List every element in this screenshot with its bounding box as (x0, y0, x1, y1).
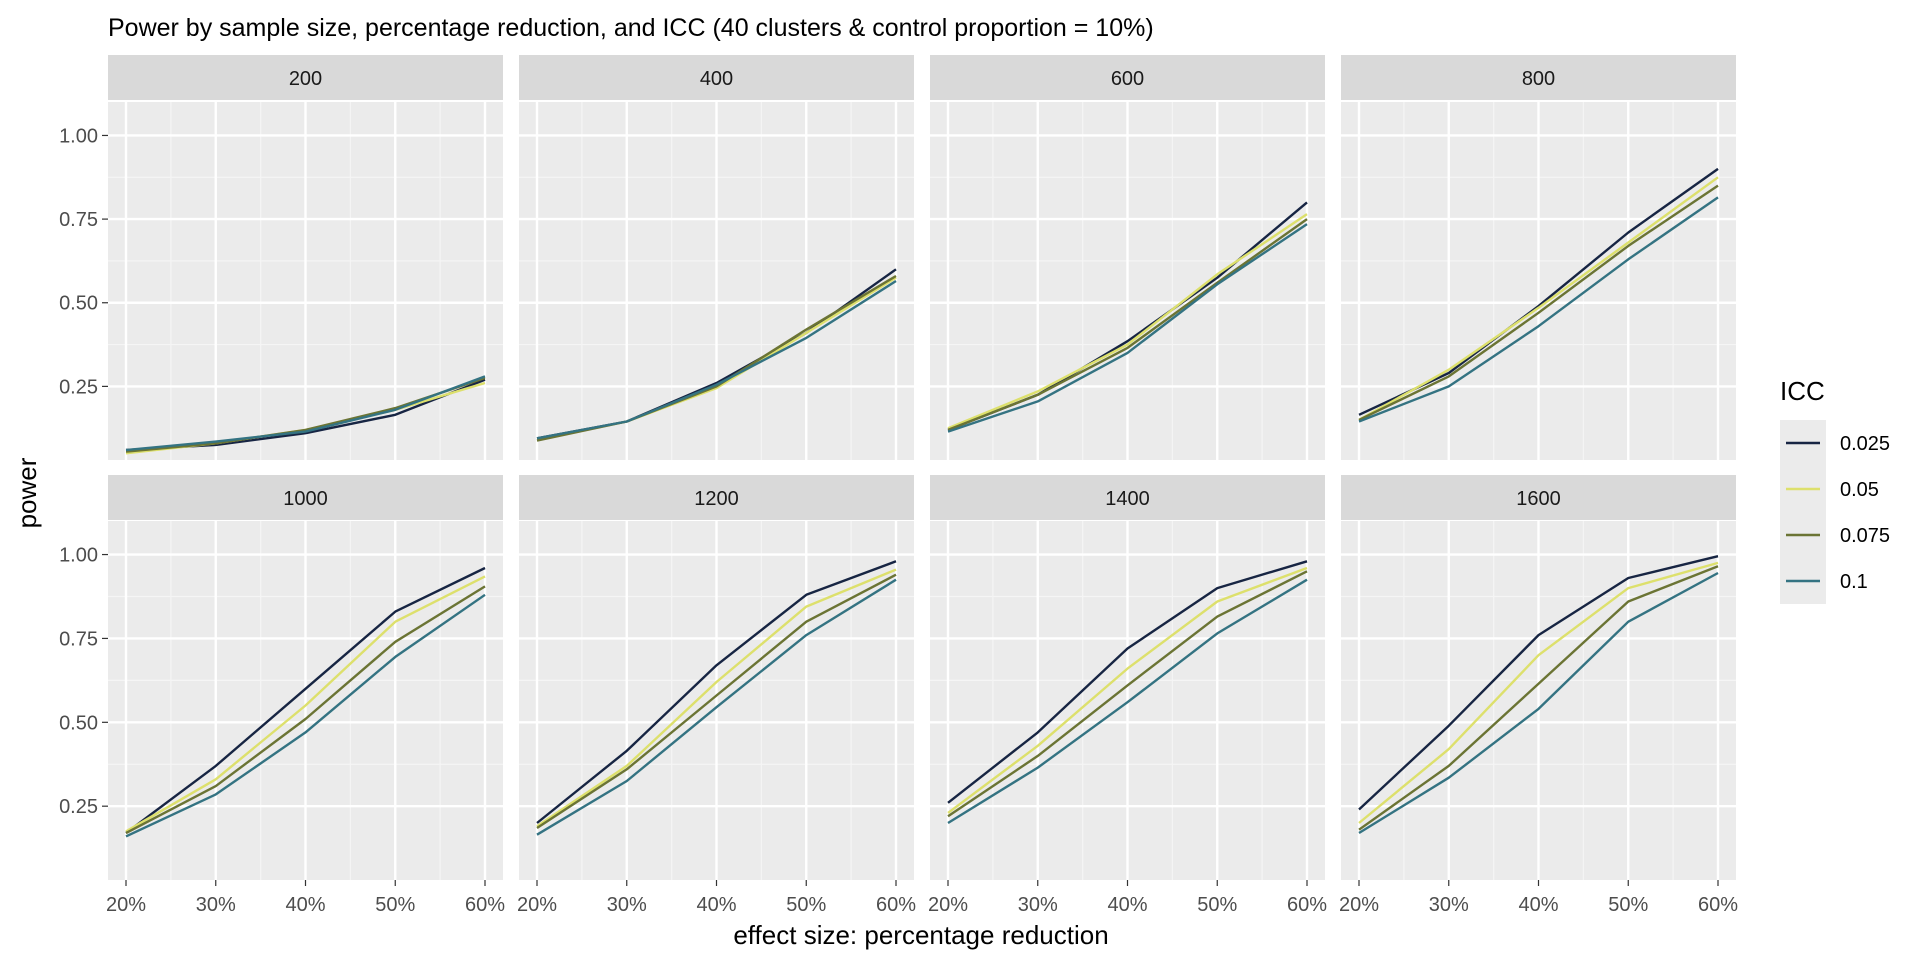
y-tick-label: 1.00 (59, 545, 98, 567)
panel-1400: 1400 20% 30% 40% 50% 60% (928, 475, 1327, 916)
legend-title: ICC (1780, 376, 1825, 406)
panel-strip (1341, 475, 1736, 520)
series-line-0.1 (536, 578, 897, 836)
panel-strip (519, 475, 914, 520)
series-line-0.025 (536, 560, 897, 824)
series-line-0.075 (1358, 565, 1719, 831)
panel-800: 800 (1341, 55, 1736, 460)
panel-strip-label: 1600 (1516, 488, 1561, 510)
panel-strip (108, 475, 503, 520)
series-line-0.1 (125, 593, 486, 838)
panels-layer: 200 0.25 0.50 0.75 1.00 400 600 800 1000 0.25 0.50… (59, 55, 1738, 916)
x-tick-label: 40% (696, 894, 736, 916)
x-tick-label: 20% (928, 894, 968, 916)
series-line-0.1 (536, 279, 897, 440)
series-line-0.075 (1358, 184, 1719, 421)
x-tick-label: 60% (876, 894, 916, 916)
series-line-0.05 (125, 575, 486, 833)
panel-strip-label: 800 (1522, 68, 1555, 90)
series-line-0.025 (125, 566, 486, 834)
y-tick-label: 1.00 (59, 125, 98, 147)
legend-item-label: 0.1 (1840, 571, 1868, 593)
panel-1200: 1200 20% 30% 40% 50% 60% (517, 475, 916, 916)
x-tick-label: 60% (1698, 894, 1738, 916)
x-tick-label: 50% (1608, 894, 1648, 916)
panel-strip-label: 1200 (694, 488, 739, 510)
series-line-0.05 (947, 566, 1308, 814)
legend-item-label: 0.05 (1840, 479, 1879, 501)
y-tick-label: 0.75 (59, 628, 98, 650)
x-tick-label: 60% (465, 894, 505, 916)
x-tick-label: 30% (196, 894, 236, 916)
series-line-0.075 (536, 573, 897, 830)
x-tick-label: 50% (786, 894, 826, 916)
y-tick-label: 0.25 (59, 796, 98, 818)
x-tick-label: 30% (607, 894, 647, 916)
x-tick-label: 40% (1107, 894, 1147, 916)
series-line-0.05 (947, 213, 1308, 430)
panel-strip-label: 600 (1111, 68, 1144, 90)
panel-1000: 1000 0.25 0.50 0.75 1.00 20% 30% 40% 50% 60% (59, 475, 505, 916)
x-tick-label: 30% (1429, 894, 1469, 916)
chart-title: Power by sample size, percentage reducti… (108, 14, 1154, 42)
y-tick-label: 0.50 (59, 293, 98, 315)
series-line-0.1 (1358, 571, 1719, 835)
panel-strip (519, 55, 914, 100)
x-axis-title: effect size: percentage reduction (733, 920, 1108, 950)
series-line-0.1 (125, 375, 486, 452)
x-tick-label: 40% (285, 894, 325, 916)
series-line-0.1 (947, 223, 1308, 433)
x-tick-label: 30% (1018, 894, 1058, 916)
x-tick-label: 50% (375, 894, 415, 916)
panel-strip (108, 55, 503, 100)
series-line-0.1 (947, 578, 1308, 825)
panel-strip (1341, 55, 1736, 100)
x-tick-label: 40% (1518, 894, 1558, 916)
x-tick-label: 20% (106, 894, 146, 916)
series-line-0.05 (536, 568, 897, 828)
series-line-0.05 (1358, 176, 1719, 421)
series-line-0.1 (1358, 196, 1719, 423)
panel-strip (930, 55, 1325, 100)
series-line-0.025 (947, 560, 1308, 804)
legend-item-label: 0.025 (1840, 433, 1890, 455)
panel-strip-label: 200 (289, 68, 322, 90)
series-line-0.075 (125, 585, 486, 835)
panel-400: 400 (519, 55, 914, 460)
panel-1600: 1600 20% 30% 40% 50% 60% (1339, 475, 1738, 916)
x-tick-label: 50% (1197, 894, 1237, 916)
y-tick-label: 0.50 (59, 712, 98, 734)
panel-strip-label: 1000 (283, 488, 328, 510)
legend: ICC 0.025 0.05 0.075 0.1 (1780, 376, 1890, 604)
panel-strip-label: 400 (700, 68, 733, 90)
series-line-0.05 (1358, 561, 1719, 824)
panel-200: 200 0.25 0.50 0.75 1.00 (59, 55, 503, 460)
legend-key-background (1780, 420, 1826, 604)
y-tick-label: 0.25 (59, 376, 98, 398)
series-line-0.075 (947, 570, 1308, 818)
panel-strip-label: 1400 (1105, 488, 1150, 510)
series-line-0.075 (947, 218, 1308, 432)
panel-600: 600 (930, 55, 1325, 460)
series-line-0.025 (1358, 555, 1719, 811)
panel-strip (930, 475, 1325, 520)
y-axis-title: power (12, 457, 42, 528)
x-tick-label: 20% (1339, 894, 1379, 916)
x-tick-label: 20% (517, 894, 557, 916)
y-tick-label: 0.75 (59, 209, 98, 231)
x-tick-label: 60% (1287, 894, 1327, 916)
legend-item-label: 0.075 (1840, 525, 1890, 547)
